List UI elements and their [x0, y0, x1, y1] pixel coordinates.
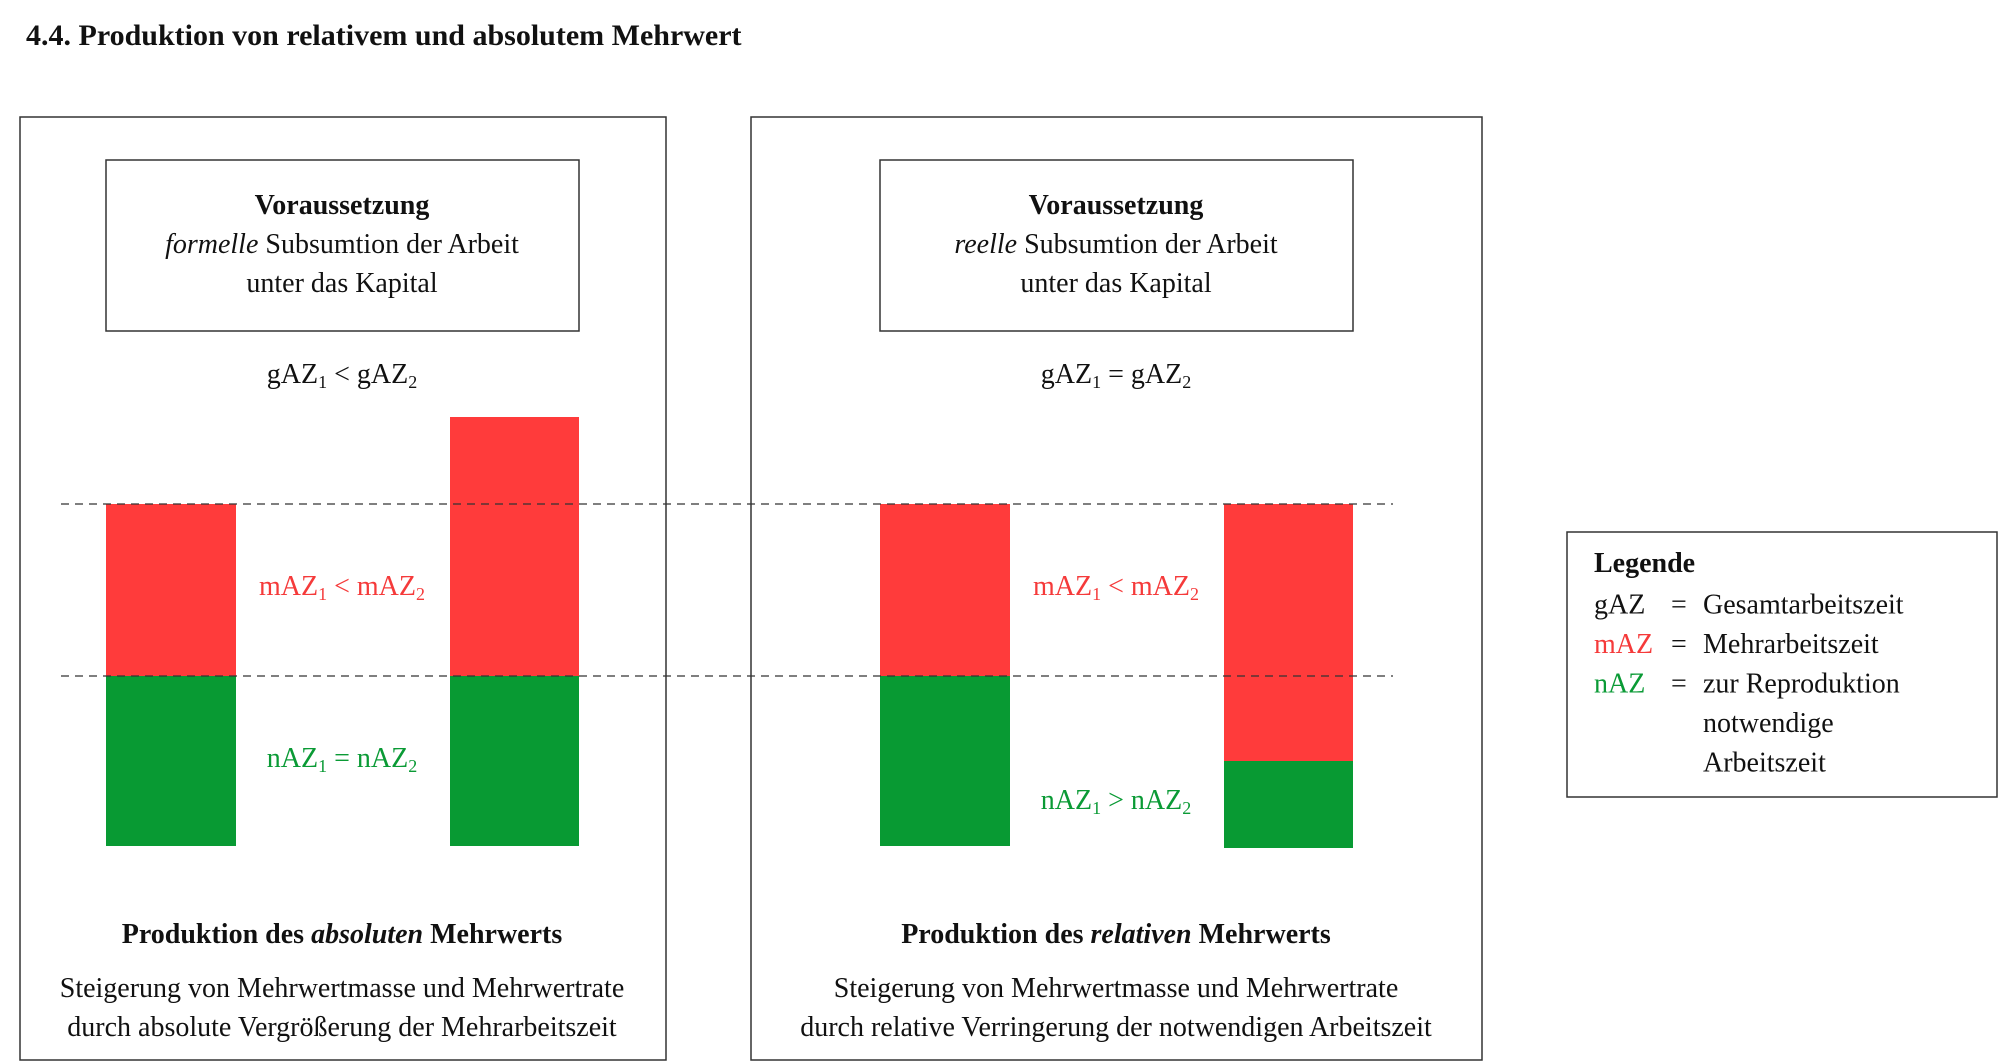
premise-text: unter das Kapital	[1020, 268, 1211, 299]
caption-emphasis: relativen	[1091, 919, 1192, 950]
relation-index: 1	[1092, 372, 1101, 392]
caption-heading: Produktion des	[901, 919, 1083, 950]
relation-index: 2	[408, 372, 417, 392]
premise-line: Voraussetzung	[1029, 190, 1204, 221]
legend-sign: =	[1671, 629, 1687, 660]
caption-title: Produktion des absoluten Mehrwerts	[122, 919, 563, 950]
legend-definition: zur Reproduktion	[1703, 668, 1900, 699]
panel-frame	[750, 116, 1483, 1061]
necessary-bar	[1224, 761, 1353, 848]
premise-text: Subsumtion der Arbeit	[1024, 229, 1278, 260]
premise-box	[105, 159, 580, 332]
relation-operator: =	[1108, 359, 1124, 390]
legend-definition: Gesamtarbeitszeit	[1703, 589, 1904, 620]
relation: gAZ1 = gAZ2	[1041, 359, 1191, 392]
relation: nAZ1 > nAZ2	[1041, 785, 1191, 818]
relation-index: 1	[318, 756, 327, 776]
relation-term: mAZ	[1131, 571, 1190, 602]
caption-title: Produktion des relativen Mehrwerts	[901, 919, 1331, 950]
premise-text: unter das Kapital	[246, 268, 437, 299]
premise-box	[879, 159, 1354, 332]
premise-heading: Voraussetzung	[1029, 190, 1204, 221]
premise-emphasis: reelle	[954, 229, 1017, 260]
legend-sign: =	[1671, 589, 1687, 620]
legend-sign: =	[1671, 668, 1687, 699]
relation-index: 2	[1182, 372, 1191, 392]
relation: mAZ1 < mAZ2	[259, 571, 425, 604]
relation-term: mAZ	[357, 571, 416, 602]
premise-line: unter das Kapital	[1020, 268, 1211, 299]
caption-line: Steigerung von Mehrwertmasse und Mehrwer…	[60, 973, 625, 1004]
premise-heading: Voraussetzung	[255, 190, 430, 221]
panel-frame	[19, 116, 667, 1061]
relation-term: nAZ	[1041, 785, 1092, 816]
legend-term: mAZ	[1594, 629, 1653, 660]
caption-heading: Mehrwerts	[430, 919, 562, 950]
premise-line: Voraussetzung	[255, 190, 430, 221]
necessary-bar	[450, 676, 579, 846]
relation-term: gAZ	[1041, 359, 1092, 390]
relation-index: 1	[318, 584, 327, 604]
caption-emphasis: absoluten	[311, 919, 423, 950]
legend-box	[1566, 531, 1998, 798]
relation-index: 2	[408, 756, 417, 776]
caption-text: durch relative Verringerung der notwendi…	[800, 1012, 1432, 1043]
relation-term: gAZ	[357, 359, 408, 390]
legend-definition: Arbeitszeit	[1703, 747, 1826, 778]
relation-operator: <	[334, 359, 350, 390]
relation: gAZ1 < gAZ2	[267, 359, 417, 392]
surplus-bar	[880, 504, 1010, 676]
relation-index: 2	[1182, 798, 1191, 818]
premise-line: reelle Subsumtion der Arbeit	[954, 229, 1277, 260]
relation-term: gAZ	[1131, 359, 1182, 390]
relation: mAZ1 < mAZ2	[1033, 571, 1199, 604]
caption-line: durch absolute Vergrößerung der Mehrarbe…	[67, 1012, 617, 1043]
necessary-bar	[880, 676, 1010, 846]
relation-index: 1	[1092, 798, 1101, 818]
caption-text: Steigerung von Mehrwertmasse und Mehrwer…	[60, 973, 625, 1004]
necessary-bar	[106, 676, 236, 846]
relation-index: 2	[1190, 584, 1199, 604]
surplus-bar	[1224, 504, 1353, 761]
legend-title: Legende	[1594, 548, 1695, 579]
legend-definition: Mehrarbeitszeit	[1703, 629, 1879, 660]
relation-term: nAZ	[267, 743, 318, 774]
page-title: 4.4. Produktion von relativem und absolu…	[26, 19, 742, 52]
relation-term: nAZ	[357, 743, 408, 774]
legend-definition: notwendige	[1703, 708, 1834, 739]
premise-line: unter das Kapital	[246, 268, 437, 299]
caption-text: Steigerung von Mehrwertmasse und Mehrwer…	[834, 973, 1399, 1004]
relation-operator: <	[1108, 571, 1124, 602]
caption-heading: Mehrwerts	[1199, 919, 1331, 950]
caption-text: durch absolute Vergrößerung der Mehrarbe…	[67, 1012, 617, 1043]
surplus-bar	[450, 417, 579, 676]
surplus-bar	[106, 504, 236, 676]
caption-line: durch relative Verringerung der notwendi…	[800, 1012, 1432, 1043]
legend-term: gAZ	[1594, 589, 1645, 620]
relation-index: 2	[416, 584, 425, 604]
relation-index: 1	[318, 372, 327, 392]
premise-emphasis: formelle	[165, 229, 258, 260]
relation-operator: <	[334, 571, 350, 602]
relation-operator: =	[334, 743, 350, 774]
caption-line: Steigerung von Mehrwertmasse und Mehrwer…	[834, 973, 1399, 1004]
relation-term: nAZ	[1131, 785, 1182, 816]
relation-term: mAZ	[259, 571, 318, 602]
relation-term: gAZ	[267, 359, 318, 390]
premise-line: formelle Subsumtion der Arbeit	[165, 229, 519, 260]
legend-heading: Legende	[1594, 548, 1695, 579]
premise-text: Subsumtion der Arbeit	[265, 229, 519, 260]
caption-heading: Produktion des	[122, 919, 304, 950]
relation-term: mAZ	[1033, 571, 1092, 602]
relation-index: 1	[1092, 584, 1101, 604]
relation: nAZ1 = nAZ2	[267, 743, 417, 776]
relation-operator: >	[1108, 785, 1124, 816]
legend-term: nAZ	[1594, 668, 1645, 699]
